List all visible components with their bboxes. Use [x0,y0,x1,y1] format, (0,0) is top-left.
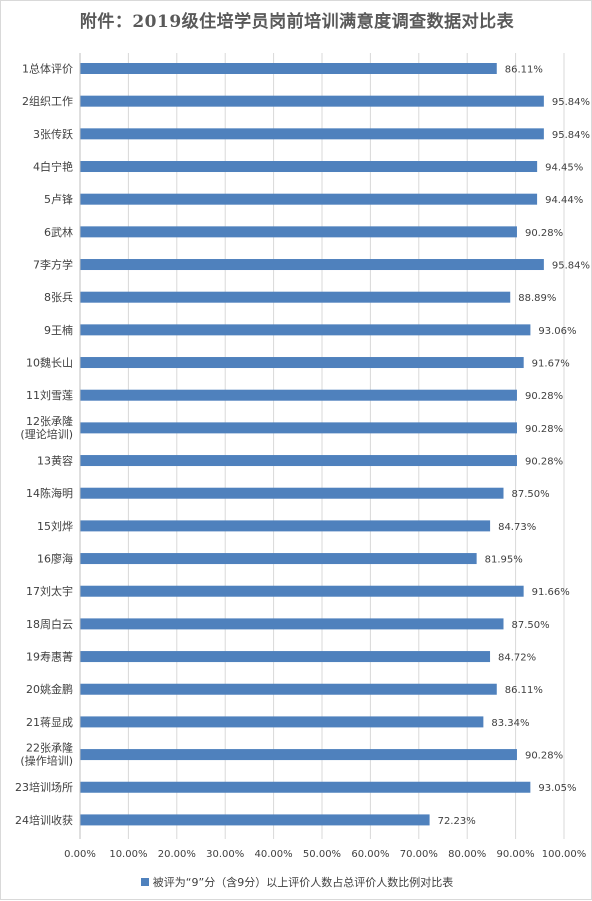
category-label: 21蒋显成 [26,716,73,729]
bar [80,781,531,793]
x-tick-label: 40.00% [255,849,293,860]
bar [80,389,517,401]
category-label: 12张承隆(理论培训) [20,414,73,441]
category-label: 8张兵 [44,291,73,304]
category-label: 9王楠 [44,323,73,337]
category-label: 2组织工作 [22,94,73,108]
bar [80,814,430,826]
data-label: 84.73% [498,522,536,533]
data-label: 88.89% [518,293,556,304]
legend-label: 被评为“9”分（含9分）以上评价人数占总评价人数比例对比表 [152,876,454,889]
x-tick-label: 50.00% [303,849,341,860]
x-tick-label: 100.00% [542,849,587,860]
data-label: 86.11% [505,685,543,696]
category-label: 23培训场所 [15,780,73,794]
category-label: 3张传跃 [33,127,73,141]
bar [80,716,484,728]
bar [80,749,517,761]
chart-title: 附件：2019级住培学员岗前培训满意度调查数据对比表 [79,12,515,32]
bar [80,291,511,303]
data-label: 90.28% [525,228,563,239]
data-label: 86.11% [505,65,543,76]
data-label: 93.06% [538,326,576,337]
category-label: 1总体评价 [22,62,73,76]
data-label: 90.28% [525,457,563,468]
x-tick-label: 10.00% [109,849,147,860]
category-label: 18周白云 [26,617,73,631]
category-label: 7李方学 [33,258,73,272]
x-tick-label: 90.00% [497,849,535,860]
bar [80,455,517,467]
data-label: 81.95% [485,555,523,566]
category-label: 24培训收获 [15,813,73,827]
data-label: 90.28% [525,751,563,762]
bar [80,618,504,630]
legend: 被评为“9”分（含9分）以上评价人数占总评价人数比例对比表 [1,874,592,890]
data-label: 94.44% [545,195,583,206]
data-label: 95.84% [552,130,590,141]
bar [80,487,504,499]
data-label: 95.84% [552,261,590,272]
category-label: 10魏长山 [26,356,73,370]
data-label: 91.66% [532,587,570,598]
x-tick-label: 80.00% [448,849,486,860]
bar [80,324,531,336]
data-label: 94.45% [545,163,583,174]
category-label: 4白宁艳 [33,160,73,174]
bar [80,585,524,597]
category-label: 14陈海明 [26,486,73,500]
category-label: 15刘烨 [37,520,73,533]
data-label: 87.50% [512,620,550,631]
x-tick-label: 20.00% [158,849,196,860]
category-label: 20姚金鹏 [26,682,73,696]
category-label: 19寿惠菁 [26,650,73,664]
bar [80,95,544,107]
category-label: 16廖海 [37,552,73,566]
category-label: 11刘雪莲 [26,389,73,402]
x-tick-label: 30.00% [206,849,244,860]
data-label: 95.84% [552,97,590,108]
category-label: 22张承隆(操作培训) [20,741,73,768]
data-label: 83.34% [491,718,529,729]
bar [80,651,491,663]
bar [80,553,477,565]
bar [80,193,538,205]
x-tick-label: 70.00% [400,849,438,860]
data-label: 87.50% [512,489,550,500]
bar [80,63,497,74]
x-tick-label: 60.00% [351,849,389,860]
x-tick-label: 0.00% [64,849,96,860]
bar [80,683,497,695]
data-label: 90.28% [525,391,563,402]
category-label: 5卢锋 [44,193,73,206]
category-label: 13黄容 [37,454,73,468]
data-label: 91.67% [532,359,570,370]
bar [80,520,491,532]
data-label: 72.23% [438,816,476,827]
bar [80,128,544,140]
legend-swatch [140,878,149,886]
data-label: 93.05% [538,783,576,794]
data-label: 90.28% [525,424,563,435]
bar [80,357,524,369]
bar [80,226,517,238]
data-label: 84.72% [498,653,536,664]
category-label: 17刘太宇 [26,585,73,598]
bar [80,259,544,271]
bar [80,422,517,434]
bar [80,161,538,173]
category-label: 6武林 [44,225,73,239]
